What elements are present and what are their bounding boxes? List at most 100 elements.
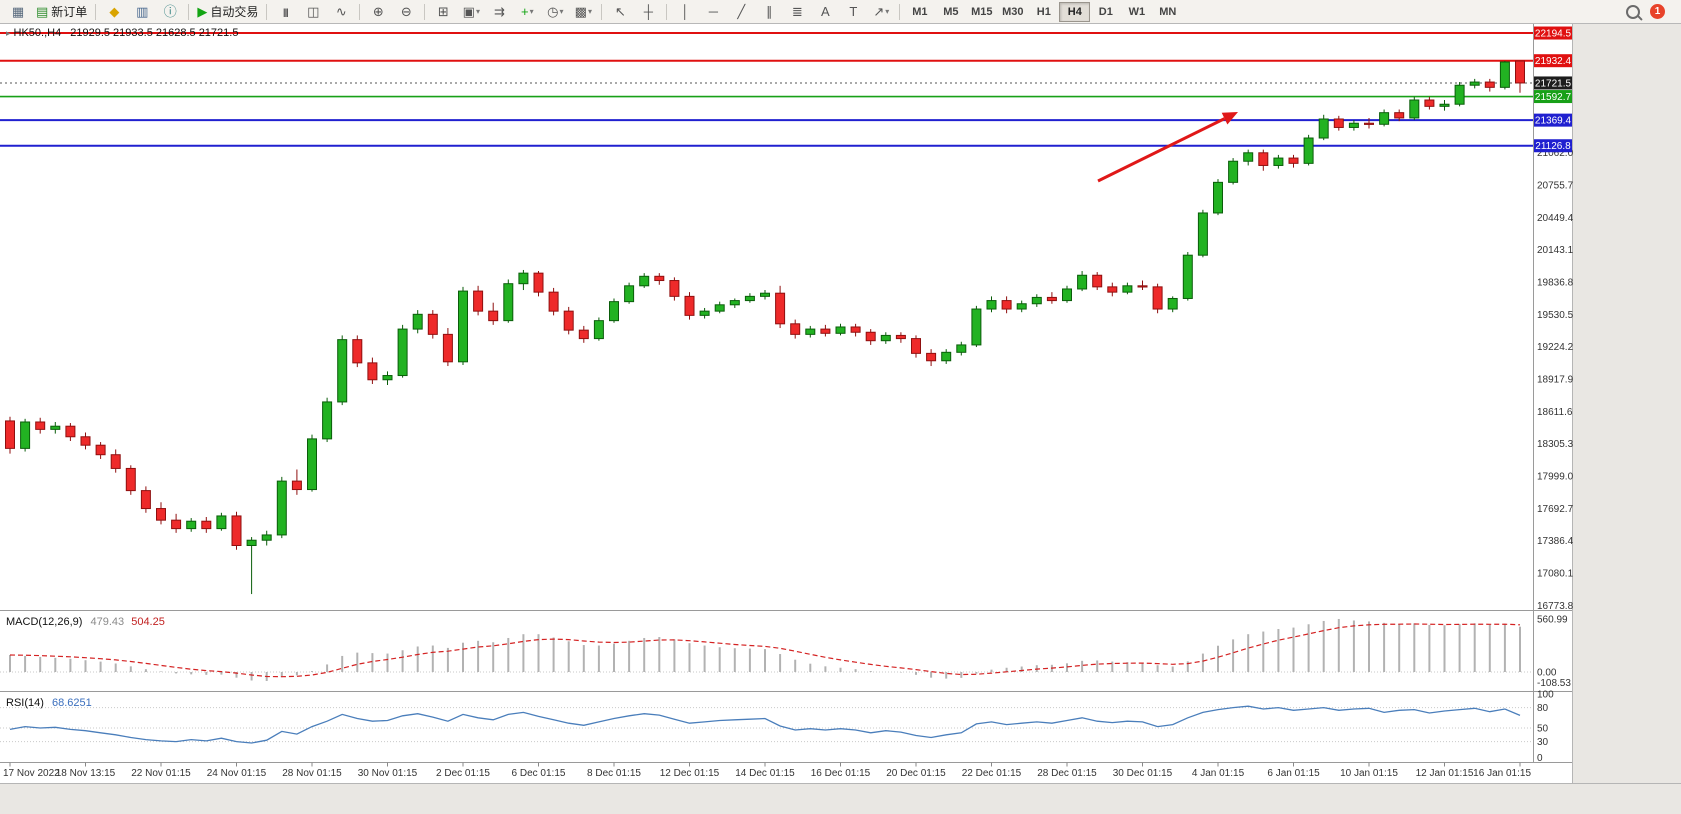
search-icon[interactable] [1626, 4, 1640, 19]
price-tag[interactable] [1534, 113, 1572, 127]
add-indicator-icon[interactable]: + ▾ [514, 1, 540, 23]
candlestick-chart-icon: ◫ [307, 3, 320, 19]
chart-title: ▸ HK50.,H4 21929.5 21933.5 21628.5 21721.5 [6, 27, 238, 39]
price-axis-label: 20143.1 [1537, 245, 1574, 256]
candle-down [442, 333, 453, 363]
timeframe-button-h4[interactable]: H4 [1059, 1, 1091, 22]
new-order-icon: ▤ [36, 3, 49, 19]
trendline-icon[interactable]: ╱ [728, 1, 754, 23]
candle-up [382, 375, 393, 381]
toolbar-separator [899, 3, 901, 20]
timeframe-button-w1[interactable]: W1 [1128, 5, 1146, 18]
toolbar-left: ▦ ▤ 新订单 ◆ ▥ ⓘ ▶ 自动交易 ||| ◫ ∿ ⊕ ⊖ ⊞ ▣ ▾ ⇉ + ▾ ◷ ▾ ▩ ▾ ↖ ┼ │ ─ ╱ ∥ ≣ A T ↗… [4, 1, 1620, 23]
timeframe-button-m15[interactable]: M15 [971, 5, 993, 18]
candle-down [1394, 112, 1405, 119]
candle-up [729, 300, 740, 306]
channel-icon: ∥ [766, 3, 773, 19]
time-axis-label: 6 Jan 01:15 [1267, 768, 1320, 779]
line-chart-icon[interactable]: ∿ [328, 1, 354, 23]
market-watch-icon[interactable]: ▥ [129, 1, 155, 23]
candle-down [1001, 300, 1012, 310]
toolbar-right: 1 [1620, 4, 1677, 19]
price-tag[interactable] [1534, 26, 1572, 40]
timeframe-button-h1[interactable]: H1 [1036, 5, 1051, 18]
price-axis-label: 18611.6 [1537, 407, 1573, 418]
candle-up [880, 334, 891, 342]
macd-signal-value: 504.25 [131, 616, 165, 628]
price-tag[interactable] [1534, 76, 1572, 90]
rsi-axis-label: 0 [1537, 753, 1543, 764]
fibonacci-icon[interactable]: ≣ [784, 1, 810, 23]
crosshair-icon: ┼ [643, 3, 653, 19]
template-icon[interactable]: ▩ ▾ [570, 1, 596, 23]
chart-ohlc: 21929.5 21933.5 21628.5 21721.5 [70, 27, 239, 39]
trend-arrow[interactable] [1097, 117, 1226, 183]
candle-down [820, 328, 831, 334]
data-window-icon[interactable]: ⓘ [157, 1, 183, 23]
candle-up [714, 304, 725, 312]
crosshair-icon[interactable]: ┼ [635, 1, 661, 23]
timeframe-button-m5[interactable]: M5 [943, 5, 959, 18]
bottom-bar [0, 783, 1572, 814]
zoom-in-icon[interactable]: ⊕ [365, 1, 391, 23]
new-order-button[interactable]: ▤ 新订单 [33, 1, 90, 23]
candle-up [50, 425, 61, 430]
tile-windows-icon[interactable]: ⊞ [430, 1, 456, 23]
candle-down [1484, 81, 1495, 88]
candle-down [80, 436, 91, 446]
candle-up [397, 328, 408, 377]
rsi-axis-label: 50 [1537, 724, 1549, 735]
horizontal-line-icon[interactable]: ─ [700, 1, 726, 23]
arrows-icon: ↗ [873, 3, 885, 19]
candle-up [458, 290, 468, 363]
arrows-icon[interactable]: ↗ ▾ [868, 1, 894, 23]
price-tag-label: 21592.7 [1535, 92, 1572, 103]
candle-up [276, 480, 287, 536]
zoom-out-icon[interactable]: ⊖ [393, 1, 419, 23]
period-icon[interactable]: ◷ ▾ [542, 1, 568, 23]
candle-up [186, 520, 197, 530]
notification-badge[interactable]: 1 [1650, 4, 1665, 19]
timeframe-button-d1[interactable]: D1 [1098, 5, 1113, 18]
one-click-trading-toggle[interactable]: ▸ [6, 28, 11, 38]
auto-scroll-icon[interactable]: ⇉ [486, 1, 512, 23]
timeframe-button-mn[interactable]: MN [1159, 5, 1177, 18]
price-tag-label: 21369.4 [1535, 116, 1572, 127]
channel-icon[interactable]: ∥ [756, 1, 782, 23]
favorites-icon[interactable]: ◆ [101, 1, 127, 23]
price-tag[interactable] [1534, 90, 1572, 104]
autotrade-button[interactable]: ▶ 自动交易 [194, 1, 261, 23]
price-tag[interactable] [1534, 54, 1572, 68]
time-axis-label: 22 Nov 01:15 [131, 768, 191, 779]
rsi-axis-label: 100 [1537, 690, 1554, 701]
rsi-axis-label: 30 [1537, 737, 1549, 748]
bar-chart-icon[interactable]: ||| [272, 1, 298, 23]
candlestick-chart-icon[interactable]: ◫ [300, 1, 326, 23]
price-tag[interactable] [1534, 139, 1572, 153]
candle-down [926, 352, 937, 362]
rsi-value: 68.6251 [51, 697, 92, 709]
text-icon[interactable]: A [812, 1, 838, 23]
new-chart-icon[interactable]: ▦ [5, 1, 31, 23]
toolbar-separator [359, 3, 361, 20]
candle-up [971, 308, 982, 346]
candle-up [699, 310, 710, 316]
time-axis-label: 30 Nov 01:15 [358, 768, 418, 779]
fibonacci-icon: ≣ [791, 3, 803, 19]
candle-up [1016, 303, 1027, 310]
candle-up [1454, 84, 1465, 105]
vertical-line-icon[interactable]: │ [672, 1, 698, 23]
timeframe-button-m1[interactable]: M1 [912, 5, 928, 18]
arrange-windows-icon[interactable]: ▣ ▾ [458, 1, 484, 23]
label-icon[interactable]: T [840, 1, 866, 23]
timeframe-button-m30[interactable]: M30 [1002, 5, 1024, 18]
candle-down [291, 480, 302, 491]
candle-down [578, 329, 589, 340]
candle-down [65, 425, 76, 438]
candle-down [790, 323, 801, 335]
cursor-icon[interactable]: ↖ [607, 1, 633, 23]
candle-down [1424, 99, 1435, 107]
price-tag-label: 21932.4 [1535, 56, 1572, 67]
